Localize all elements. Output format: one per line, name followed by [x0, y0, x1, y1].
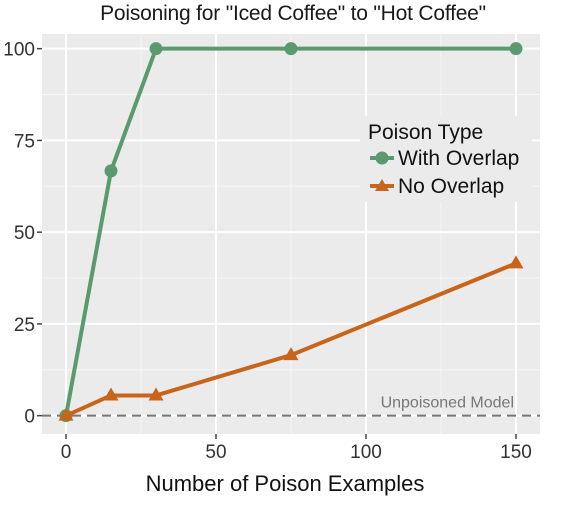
data-point-no-overlap — [58, 407, 74, 421]
legend-key-with-overlap-marker — [375, 151, 389, 165]
y-tick-label: 50 — [14, 223, 35, 244]
data-point-with-overlap — [149, 42, 163, 56]
data-point-no-overlap — [148, 387, 164, 401]
series-layer — [58, 42, 524, 423]
legend-title: Poison Type — [368, 121, 483, 144]
data-point-no-overlap — [103, 387, 119, 401]
x-tick-label: 50 — [205, 442, 226, 463]
y-tick-label: 0 — [24, 407, 35, 428]
x-tick-label: 150 — [500, 442, 532, 463]
x-tick-label: 0 — [61, 442, 72, 463]
y-axis-ticks: 0 25 50 75 100 — [3, 40, 42, 428]
data-point-no-overlap — [283, 347, 299, 361]
x-axis-title: Number of Poison Examples — [146, 471, 425, 496]
x-tick-label: 100 — [350, 442, 382, 463]
chart-title: Poisoning for "Iced Coffee" to "Hot Coff… — [100, 2, 486, 25]
y-tick-label: 75 — [14, 131, 35, 152]
data-point-with-overlap — [509, 42, 523, 56]
x-axis-ticks: 0 50 100 150 — [61, 434, 532, 463]
reference-line-group: Unpoisoned Model — [42, 395, 540, 417]
data-point-with-overlap — [284, 42, 298, 56]
y-tick-label: 100 — [3, 40, 35, 61]
legend-key-no-overlap-marker — [375, 179, 389, 191]
legend-label-no-overlap: No Overlap — [398, 175, 504, 198]
legend-label-with-overlap: With Overlap — [398, 147, 519, 170]
minor-gridlines — [42, 34, 540, 434]
data-point-with-overlap — [104, 164, 118, 178]
data-point-no-overlap — [508, 255, 524, 269]
y-tick-label: 25 — [14, 315, 35, 336]
legend: Poison Type With Overlap No Overlap — [360, 116, 532, 202]
unpoisoned-model-label: Unpoisoned Model — [381, 395, 514, 412]
